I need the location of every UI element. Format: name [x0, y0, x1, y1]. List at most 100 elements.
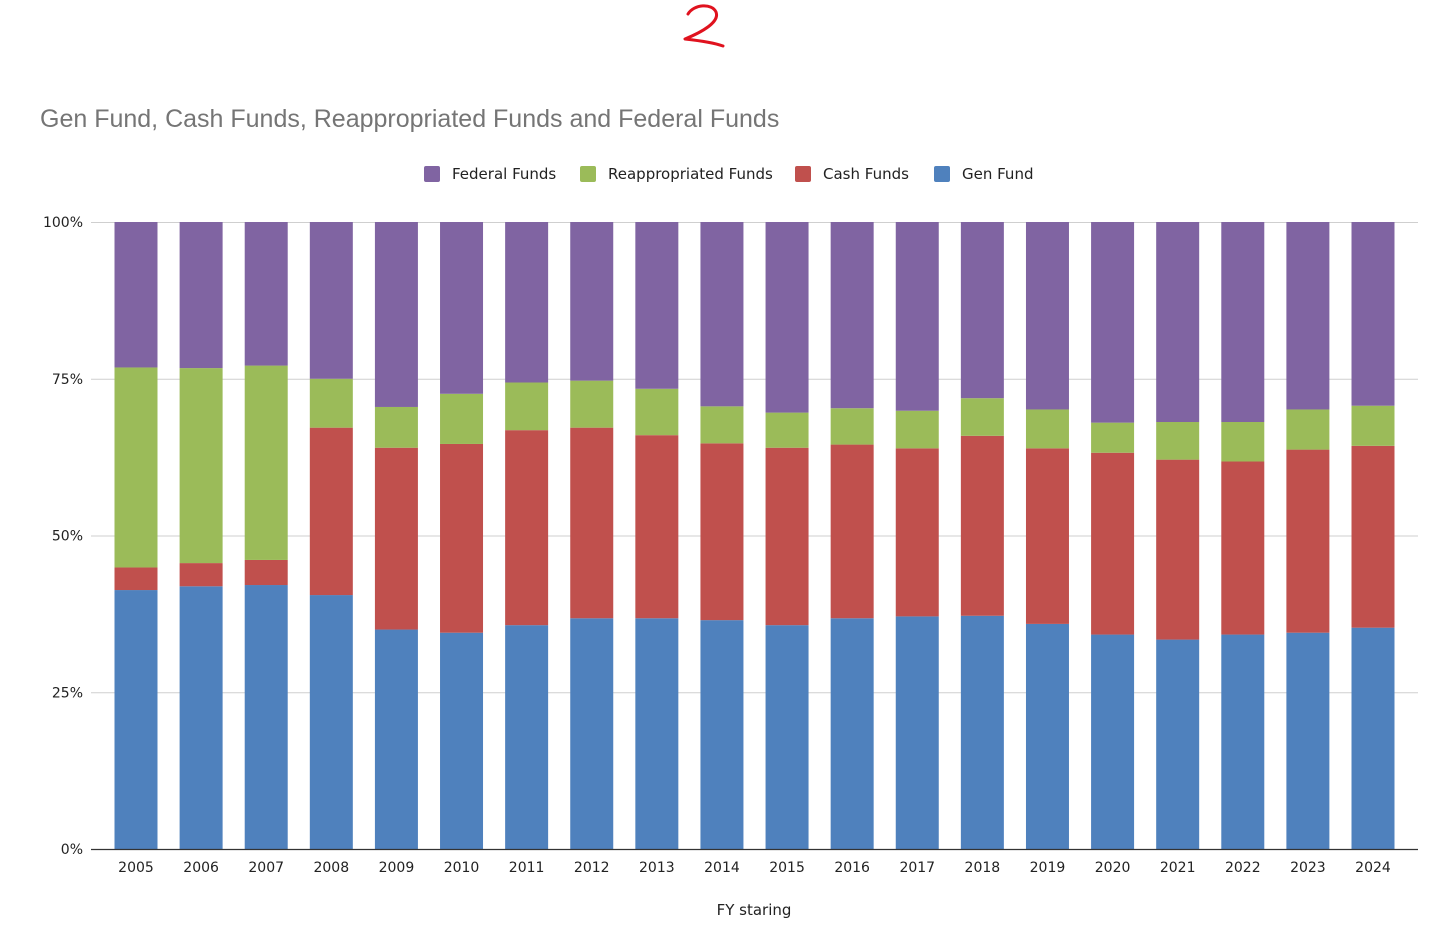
x-axis-ticks: 2005 2006 2007 2008 2009 2010 2011 2012 2013 2014… [118, 860, 1391, 876]
legend: Federal Funds Reappropriated Funds Cash Fu… [424, 165, 1033, 183]
bar-cash-funds-2006 [179, 563, 223, 587]
bar-group-2006 [179, 222, 223, 849]
y-tick-label: 50% [52, 529, 83, 545]
bar-group-2013 [635, 222, 679, 849]
bar-group-2021 [1156, 222, 1200, 849]
bar-group-2024 [1351, 222, 1395, 849]
bar-reappropriated-funds-2020 [1091, 422, 1135, 453]
bar-group-2011 [505, 222, 549, 849]
bar-gen-fund-2010 [440, 632, 484, 849]
bar-cash-funds-2022 [1221, 461, 1265, 635]
x-tick-label: 2005 [118, 860, 154, 876]
bar-gen-fund-2014 [700, 620, 744, 849]
legend-label: Reappropriated Funds [608, 165, 773, 183]
bar-gen-fund-2017 [895, 616, 939, 849]
bar-federal-funds-2005 [114, 222, 158, 368]
bar-reappropriated-funds-2022 [1221, 422, 1265, 462]
annotation-number-2-mark [683, 4, 725, 48]
bar-reappropriated-funds-2023 [1286, 409, 1330, 450]
bar-reappropriated-funds-2021 [1156, 422, 1200, 460]
chart-title: Gen Fund, Cash Funds, Reappropriated Fun… [40, 105, 779, 133]
bar-gen-fund-2015 [765, 625, 809, 849]
x-tick-label: 2024 [1355, 860, 1391, 876]
bar-reappropriated-funds-2019 [1025, 409, 1069, 449]
bar-federal-funds-2015 [765, 222, 809, 413]
x-tick-label: 2011 [509, 860, 545, 876]
y-tick-label: 100% [43, 215, 83, 231]
x-tick-label: 2020 [1095, 860, 1131, 876]
x-tick-label: 2018 [965, 860, 1001, 876]
x-tick-label: 2006 [183, 860, 219, 876]
bar-federal-funds-2013 [635, 222, 679, 389]
bar-cash-funds-2007 [244, 559, 288, 586]
bar-federal-funds-2023 [1286, 222, 1330, 410]
x-tick-label: 2016 [834, 860, 870, 876]
bar-federal-funds-2007 [244, 222, 288, 366]
bar-reappropriated-funds-2024 [1351, 405, 1395, 446]
x-tick-label: 2008 [313, 860, 349, 876]
bar-federal-funds-2008 [309, 222, 353, 379]
bar-reappropriated-funds-2010 [440, 393, 484, 444]
bar-federal-funds-2020 [1091, 222, 1135, 423]
y-tick-label: 75% [52, 372, 83, 388]
bar-federal-funds-2022 [1221, 222, 1265, 423]
bar-cash-funds-2012 [570, 427, 614, 619]
bar-gen-fund-2009 [374, 629, 418, 849]
bar-cash-funds-2009 [374, 447, 418, 630]
bar-cash-funds-2018 [960, 435, 1004, 616]
y-axis-ticks: 0% 25% 50% 75% 100% [43, 215, 83, 858]
bar-gen-fund-2013 [635, 618, 679, 849]
bar-federal-funds-2006 [179, 222, 223, 369]
bar-reappropriated-funds-2013 [635, 388, 679, 436]
bar-cash-funds-2014 [700, 443, 744, 621]
bar-reappropriated-funds-2007 [244, 365, 288, 560]
bar-group-2017 [895, 222, 939, 849]
bar-federal-funds-2018 [960, 222, 1004, 399]
bar-reappropriated-funds-2012 [570, 380, 614, 428]
bar-gen-fund-2006 [179, 586, 223, 849]
bar-cash-funds-2008 [309, 427, 353, 596]
legend-label: Federal Funds [452, 165, 556, 183]
bar-gen-fund-2023 [1286, 632, 1330, 849]
x-tick-label: 2012 [574, 860, 610, 876]
legend-item-federal-funds: Federal Funds [424, 165, 556, 183]
legend-item-reappropriated-funds: Reappropriated Funds [580, 165, 773, 183]
bar-gen-fund-2007 [244, 585, 288, 849]
legend-item-cash-funds: Cash Funds [795, 165, 909, 183]
legend-swatch [795, 166, 811, 182]
bar-gen-fund-2024 [1351, 627, 1395, 849]
bar-federal-funds-2010 [440, 222, 484, 394]
bar-cash-funds-2019 [1025, 448, 1069, 624]
bar-gen-fund-2018 [960, 615, 1004, 849]
bar-cash-funds-2011 [505, 430, 549, 626]
y-tick-label: 25% [52, 685, 83, 701]
legend-item-gen-fund: Gen Fund [934, 165, 1033, 183]
bar-cash-funds-2020 [1091, 452, 1135, 635]
x-tick-label: 2019 [1030, 860, 1066, 876]
bar-federal-funds-2009 [374, 222, 418, 407]
bar-cash-funds-2024 [1351, 445, 1395, 628]
bar-gen-fund-2022 [1221, 634, 1265, 849]
bar-federal-funds-2019 [1025, 222, 1069, 410]
bar-cash-funds-2016 [830, 444, 874, 619]
bar-gen-fund-2005 [114, 590, 158, 849]
bar-group-2007 [244, 222, 288, 849]
bar-group-2018 [960, 222, 1004, 849]
bar-group-2010 [440, 222, 484, 849]
bar-group-2015 [765, 222, 809, 849]
bar-federal-funds-2011 [505, 222, 549, 383]
bar-cash-funds-2023 [1286, 449, 1330, 633]
bar-group-2019 [1025, 222, 1069, 849]
legend-label: Cash Funds [823, 165, 909, 183]
bar-federal-funds-2021 [1156, 222, 1200, 423]
bar-reappropriated-funds-2009 [374, 406, 418, 448]
bar-reappropriated-funds-2008 [309, 378, 353, 428]
bar-reappropriated-funds-2018 [960, 398, 1004, 436]
legend-swatch [424, 166, 440, 182]
x-tick-label: 2022 [1225, 860, 1261, 876]
bar-cash-funds-2013 [635, 435, 679, 619]
legend-label: Gen Fund [962, 165, 1033, 183]
x-tick-label: 2010 [444, 860, 480, 876]
bar-cash-funds-2015 [765, 447, 809, 626]
